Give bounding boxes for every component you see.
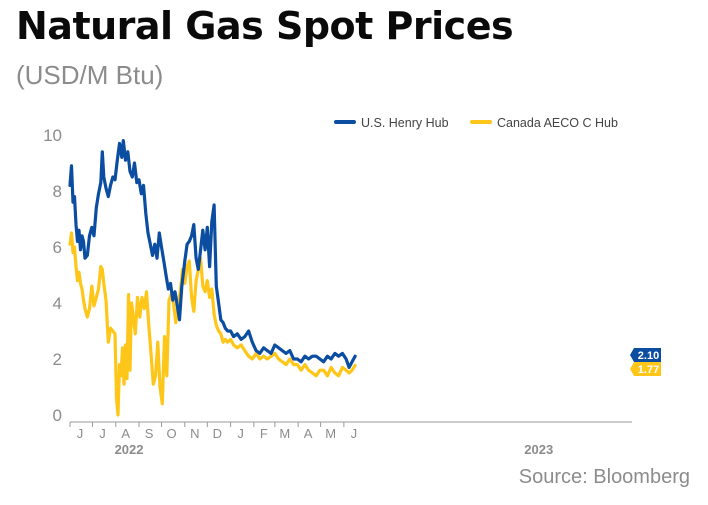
x-tick-label: J	[77, 426, 84, 441]
chart-title: Natural Gas Spot Prices	[16, 4, 514, 48]
series-layer	[68, 139, 357, 417]
x-tick-label: N	[190, 426, 199, 441]
x-tick-label: J	[351, 426, 358, 441]
x-tick-label: S	[145, 426, 154, 441]
y-tick-label: 4	[53, 294, 62, 313]
chart-legend: U.S. Henry Hub Canada AECO C Hub	[334, 116, 618, 130]
y-tick-label: 2	[53, 350, 62, 369]
end-label-badge	[630, 362, 661, 376]
x-tick-label: J	[99, 426, 106, 441]
year-label: 2023	[524, 442, 553, 457]
y-axis: 0 2 4 6 8 10	[43, 126, 62, 425]
end-labels: 2.10 1.77	[630, 348, 661, 376]
y-tick-label: 10	[43, 126, 62, 145]
x-tick-label: M	[325, 426, 336, 441]
end-label-value: 2.10	[638, 350, 659, 362]
legend-label: Canada AECO C Hub	[497, 116, 618, 130]
x-tick-label: A	[121, 426, 130, 441]
y-tick-label: 8	[53, 182, 62, 201]
x-tick-label: M	[279, 426, 290, 441]
series-line-aeco-c-hub	[68, 231, 357, 417]
year-label: 2022	[115, 442, 144, 457]
end-label-value: 1.77	[638, 364, 659, 376]
x-tick-label: F	[260, 426, 268, 441]
y-tick-label: 6	[53, 238, 62, 257]
x-tick-label: O	[166, 426, 176, 441]
y-tick-label: 0	[53, 406, 62, 425]
x-tick-label: J	[237, 426, 244, 441]
end-label-badge	[630, 348, 661, 362]
legend-label: U.S. Henry Hub	[361, 116, 449, 130]
source-note: Source: Bloomberg	[518, 466, 690, 488]
chart-subtitle: (USD/M Btu)	[16, 60, 164, 90]
x-tick-label: A	[304, 426, 313, 441]
series-line-henry-hub	[68, 139, 357, 369]
x-tick-label: D	[213, 426, 222, 441]
